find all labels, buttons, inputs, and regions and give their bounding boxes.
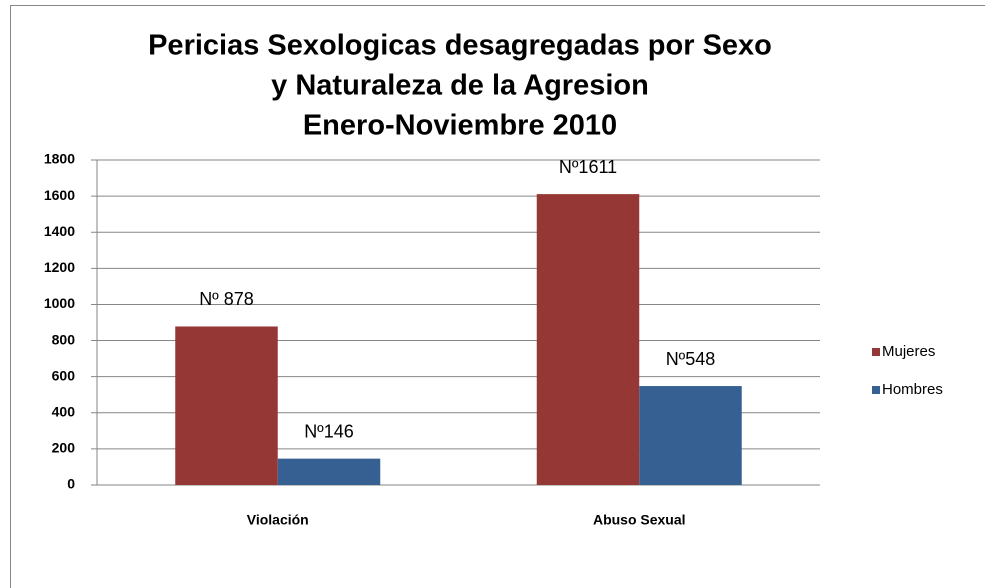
value-label: Nº146 bbox=[304, 421, 354, 441]
legend-label: Mujeres bbox=[882, 343, 935, 360]
chart-frame bbox=[10, 5, 985, 588]
value-label: Nº1611 bbox=[559, 157, 617, 177]
legend-swatch bbox=[872, 386, 880, 394]
chart-title: Enero-Noviembre 2010 bbox=[303, 110, 617, 142]
y-tick-label: 200 bbox=[52, 440, 76, 456]
bar bbox=[277, 458, 381, 485]
y-tick-label: 800 bbox=[52, 331, 76, 347]
y-tick-label: 600 bbox=[52, 367, 76, 383]
bar bbox=[639, 386, 742, 485]
bar bbox=[175, 326, 278, 485]
y-tick-label: 1800 bbox=[44, 151, 75, 167]
value-label: Nº 878 bbox=[199, 289, 254, 309]
x-tick-label: Violación bbox=[247, 512, 309, 528]
chart-title: Pericias Sexologicas desagregadas por Se… bbox=[148, 30, 772, 62]
value-label: Nº548 bbox=[666, 349, 716, 369]
y-tick-label: 0 bbox=[67, 476, 75, 492]
y-tick-label: 1600 bbox=[44, 187, 75, 203]
x-tick-label: Abuso Sexual bbox=[593, 512, 686, 528]
y-tick-label: 1200 bbox=[44, 259, 75, 275]
chart-title: y Naturaleza de la Agresion bbox=[271, 70, 649, 102]
legend-swatch bbox=[872, 348, 880, 356]
bar bbox=[536, 194, 640, 485]
y-tick-label: 1000 bbox=[44, 295, 75, 311]
legend-label: Hombres bbox=[882, 381, 943, 398]
y-tick-label: 400 bbox=[52, 403, 76, 419]
y-tick-label: 1400 bbox=[44, 223, 75, 239]
